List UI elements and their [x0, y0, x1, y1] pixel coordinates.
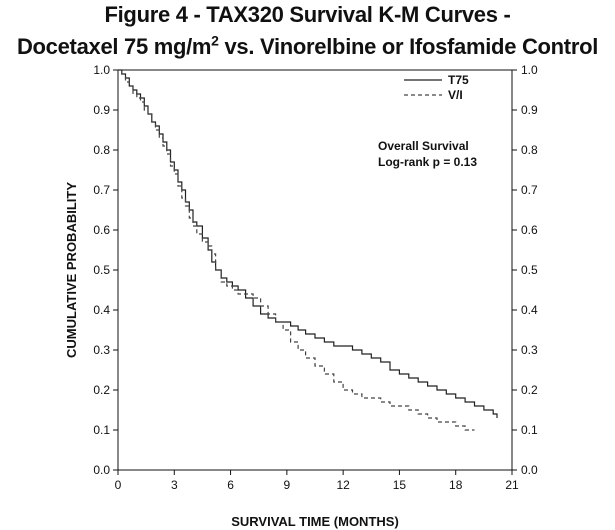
y-tick-label-right: 0.5: [521, 263, 538, 277]
x-axis: 0 3 6 9 12 15 18 21: [115, 470, 519, 492]
y-tick-label-left: 0.5: [93, 263, 110, 277]
x-tick-label: 12: [336, 478, 350, 492]
x-axis-label: SURVIVAL TIME (MONTHS): [231, 514, 399, 529]
legend-label-vi: V/I: [448, 88, 463, 102]
chart-title-line-2: Docetaxel 75 mg/m2 vs. Vinorelbine or If…: [0, 34, 615, 60]
y-tick-label-right: 0.1: [521, 423, 538, 437]
y-tick-label-left: 0.9: [93, 103, 110, 117]
y-tick-label-right: 1.0: [521, 63, 538, 77]
y-axis-right: 0.0 0.1 0.2 0.3 0.4 0.5 0.6 0.7 0.8 0.9 1.0: [512, 63, 538, 477]
x-tick-label: 18: [449, 478, 463, 492]
chart-title-superscript: 2: [211, 32, 219, 49]
legend: T75 V/I: [404, 73, 469, 102]
annotation-overall-survival: Overall Survival: [378, 139, 469, 153]
chart-title-line-1: Figure 4 - TAX320 Survival K-M Curves -: [104, 2, 511, 27]
series-line-vi: [118, 69, 475, 431]
plot-frame: [117, 69, 513, 471]
y-axis-left: 0.0 0.1 0.2 0.3 0.4 0.5 0.6 0.7 0.8 0.9 1.0: [93, 63, 118, 477]
x-tick-label: 3: [171, 478, 178, 492]
x-tick-label: 21: [505, 478, 519, 492]
series-layer: [118, 69, 498, 431]
y-tick-label-left: 0.0: [93, 463, 110, 477]
x-tick-label: 6: [227, 478, 234, 492]
y-tick-label-right: 0.0: [521, 463, 538, 477]
y-tick-label-left: 0.8: [93, 143, 110, 157]
y-tick-label-right: 0.6: [521, 223, 538, 237]
y-tick-label-left: 0.6: [93, 223, 110, 237]
annotation-log-rank: Log-rank p = 0.13: [378, 155, 477, 169]
y-tick-label-left: 0.3: [93, 343, 110, 357]
y-tick-label-right: 0.8: [521, 143, 538, 157]
y-axis-label: CUMULATIVE PROBABILITY: [64, 182, 79, 358]
y-tick-label-right: 0.3: [521, 343, 538, 357]
y-tick-label-left: 0.1: [93, 423, 110, 437]
legend-label-t75: T75: [448, 73, 469, 87]
chart-title-line-2-rest: vs. Vinorelbine or Ifosfamide Control: [218, 34, 599, 59]
y-tick-label-left: 1.0: [93, 63, 110, 77]
y-tick-label-left: 0.4: [93, 303, 110, 317]
y-tick-label-right: 0.2: [521, 383, 538, 397]
x-tick-label: 0: [115, 478, 122, 492]
x-tick-label: 15: [393, 478, 407, 492]
y-tick-label-left: 0.2: [93, 383, 110, 397]
y-tick-label-right: 0.9: [521, 103, 538, 117]
y-tick-label-right: 0.7: [521, 183, 538, 197]
chart-title-line-2-main: Docetaxel 75 mg/m: [16, 34, 212, 59]
y-tick-label-right: 0.4: [521, 303, 538, 317]
series-line-t75: [118, 69, 498, 418]
y-tick-label-left: 0.7: [93, 183, 110, 197]
x-tick-label: 9: [284, 478, 291, 492]
